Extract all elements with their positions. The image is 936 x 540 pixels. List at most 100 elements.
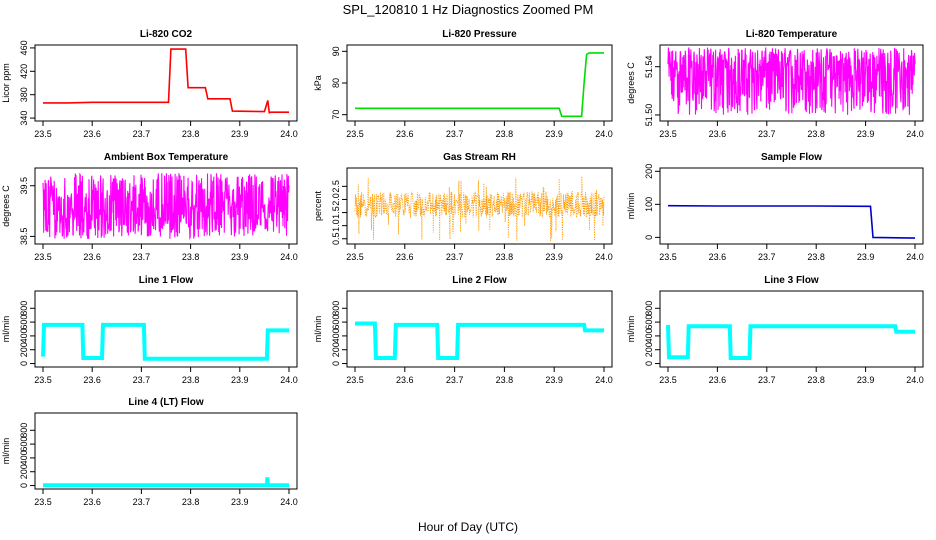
y-axis-label: percent	[313, 190, 323, 221]
panel-title: Gas Stream RH	[443, 152, 516, 163]
x-tick-label: 23.9	[231, 375, 249, 385]
x-tick-label: 23.9	[545, 375, 563, 385]
x-tick-label: 23.9	[231, 129, 249, 139]
y-tick-label: 1.0	[331, 219, 341, 232]
x-tick-label: 23.7	[446, 375, 464, 385]
y-tick-label: 0	[644, 361, 654, 366]
x-tick-label: 23.7	[133, 129, 151, 139]
y-tick-label: 0	[19, 483, 29, 488]
x-tick-label: 24.0	[280, 129, 298, 139]
x-tick-label: 23.9	[231, 252, 249, 262]
panel-2: Li-820 Temperature degrees C 23.5 23.6 23.7 2…	[626, 29, 924, 139]
series-line	[41, 322, 289, 361]
series-line	[355, 321, 604, 360]
x-tick-label: 23.8	[807, 375, 825, 385]
x-tick-label: 23.5	[346, 129, 364, 139]
x-tick-label: 24.0	[595, 129, 613, 139]
panel-0: Li-820 CO2 Licor ppm 23.5 23.6 23.7 23.8 23.9 2…	[1, 29, 298, 139]
x-tick-label: 23.6	[709, 375, 727, 385]
x-tick-label: 23.9	[545, 252, 563, 262]
x-tick-label: 23.5	[659, 375, 677, 385]
x-tick-label: 23.7	[758, 375, 776, 385]
panel-1: Li-820 Pressure kPa 23.5 23.6 23.7 23.8 23.9 24…	[313, 29, 613, 139]
y-tick-label: 0.5	[331, 233, 341, 246]
plot-frame	[346, 44, 613, 122]
data-layer	[354, 176, 605, 242]
x-tick-label: 23.6	[396, 375, 414, 385]
panel-title: Line 1 Flow	[139, 275, 194, 286]
plot-frame	[34, 44, 298, 122]
y-tick-label: 100	[644, 197, 654, 212]
x-tick-label: 24.0	[906, 129, 924, 139]
y-tick-label: 90	[331, 46, 341, 56]
panel-7: Line 2 Flow ml/min 23.5 23.6 23.7 23.8 23.9 24.…	[313, 275, 613, 385]
x-tick-label: 24.0	[595, 252, 613, 262]
y-tick-label: 0	[331, 361, 341, 366]
x-tick-label: 23.6	[83, 129, 101, 139]
y-tick-label: 800	[19, 423, 29, 438]
figure-xlabel: Hour of Day (UTC)	[418, 520, 518, 534]
y-axis-label: degrees C	[626, 62, 636, 104]
plot-frame	[34, 290, 298, 368]
x-tick-label: 23.5	[34, 129, 52, 139]
series-line	[355, 52, 604, 118]
x-tick-label: 23.6	[396, 129, 414, 139]
panel-6: Line 1 Flow ml/min 23.5 23.6 23.7 23.8 23.9 24.…	[1, 275, 298, 385]
data-layer	[667, 47, 916, 115]
y-tick-label: 600	[644, 315, 654, 330]
x-tick-label: 23.7	[446, 129, 464, 139]
panel-title: Sample Flow	[761, 152, 822, 163]
y-tick-label: 200	[644, 164, 654, 179]
data-layer	[43, 477, 289, 488]
plot-frame	[34, 167, 298, 245]
x-tick-label: 23.7	[133, 375, 151, 385]
y-tick-label: 380	[19, 87, 29, 102]
x-tick-label: 23.8	[182, 252, 200, 262]
y-tick-label: 0	[644, 235, 654, 240]
y-tick-label: 1.5	[331, 206, 341, 219]
x-tick-label: 23.9	[231, 497, 249, 507]
y-tick-label: 70	[331, 110, 341, 120]
series-trace	[667, 47, 916, 115]
panel-title: Line 3 Flow	[764, 275, 819, 286]
y-axis-label: ml/min	[313, 316, 323, 343]
x-tick-label: 23.9	[857, 129, 875, 139]
series-trace	[354, 176, 605, 242]
y-tick-label: 800	[644, 301, 654, 316]
panel-9: Line 4 (LT) Flow ml/min 23.5 23.6 23.7 23.8 23…	[1, 397, 298, 507]
y-tick-label: 200	[19, 342, 29, 357]
panel-title: Li-820 Pressure	[442, 29, 517, 40]
data-layer	[355, 52, 604, 118]
y-tick-label: 80	[331, 78, 341, 88]
y-axis-label: ml/min	[1, 316, 11, 343]
panel-title: Line 4 (LT) Flow	[128, 397, 204, 408]
y-tick-label: 420	[19, 64, 29, 79]
series-line	[667, 204, 916, 239]
plot-frame	[659, 290, 924, 368]
x-tick-label: 23.5	[659, 252, 677, 262]
y-tick-label: 38.5	[19, 228, 29, 246]
x-tick-label: 23.8	[496, 252, 514, 262]
y-axis-label: ml/min	[626, 193, 636, 220]
y-tick-label: 800	[331, 301, 341, 316]
x-tick-label: 23.6	[83, 497, 101, 507]
y-tick-label: 600	[19, 437, 29, 452]
x-tick-label: 23.6	[396, 252, 414, 262]
series-line	[666, 324, 915, 360]
data-layer	[41, 322, 289, 361]
x-tick-label: 24.0	[280, 252, 298, 262]
y-axis-label: ml/min	[626, 316, 636, 343]
x-tick-label: 23.8	[182, 497, 200, 507]
series-line	[43, 477, 289, 488]
y-tick-label: 400	[644, 328, 654, 343]
x-tick-label: 23.8	[182, 375, 200, 385]
plot-frame	[34, 412, 298, 490]
x-tick-label: 23.5	[659, 129, 677, 139]
y-tick-label: 340	[19, 111, 29, 126]
x-tick-label: 23.6	[709, 252, 727, 262]
x-tick-label: 23.8	[496, 375, 514, 385]
x-tick-label: 23.9	[545, 129, 563, 139]
x-tick-label: 23.5	[34, 252, 52, 262]
x-tick-label: 23.5	[34, 497, 52, 507]
series-line	[43, 48, 289, 114]
